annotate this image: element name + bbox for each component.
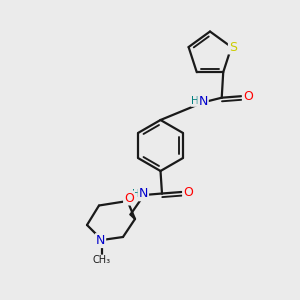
Text: N: N	[198, 94, 208, 107]
Text: S: S	[229, 40, 237, 53]
Text: N: N	[139, 187, 148, 200]
Text: H: H	[132, 189, 140, 199]
Text: H: H	[191, 96, 199, 106]
Text: O: O	[124, 191, 134, 205]
Text: N: N	[96, 234, 105, 247]
Text: CH₃: CH₃	[93, 255, 111, 266]
Text: O: O	[183, 185, 193, 199]
Text: O: O	[243, 90, 253, 103]
